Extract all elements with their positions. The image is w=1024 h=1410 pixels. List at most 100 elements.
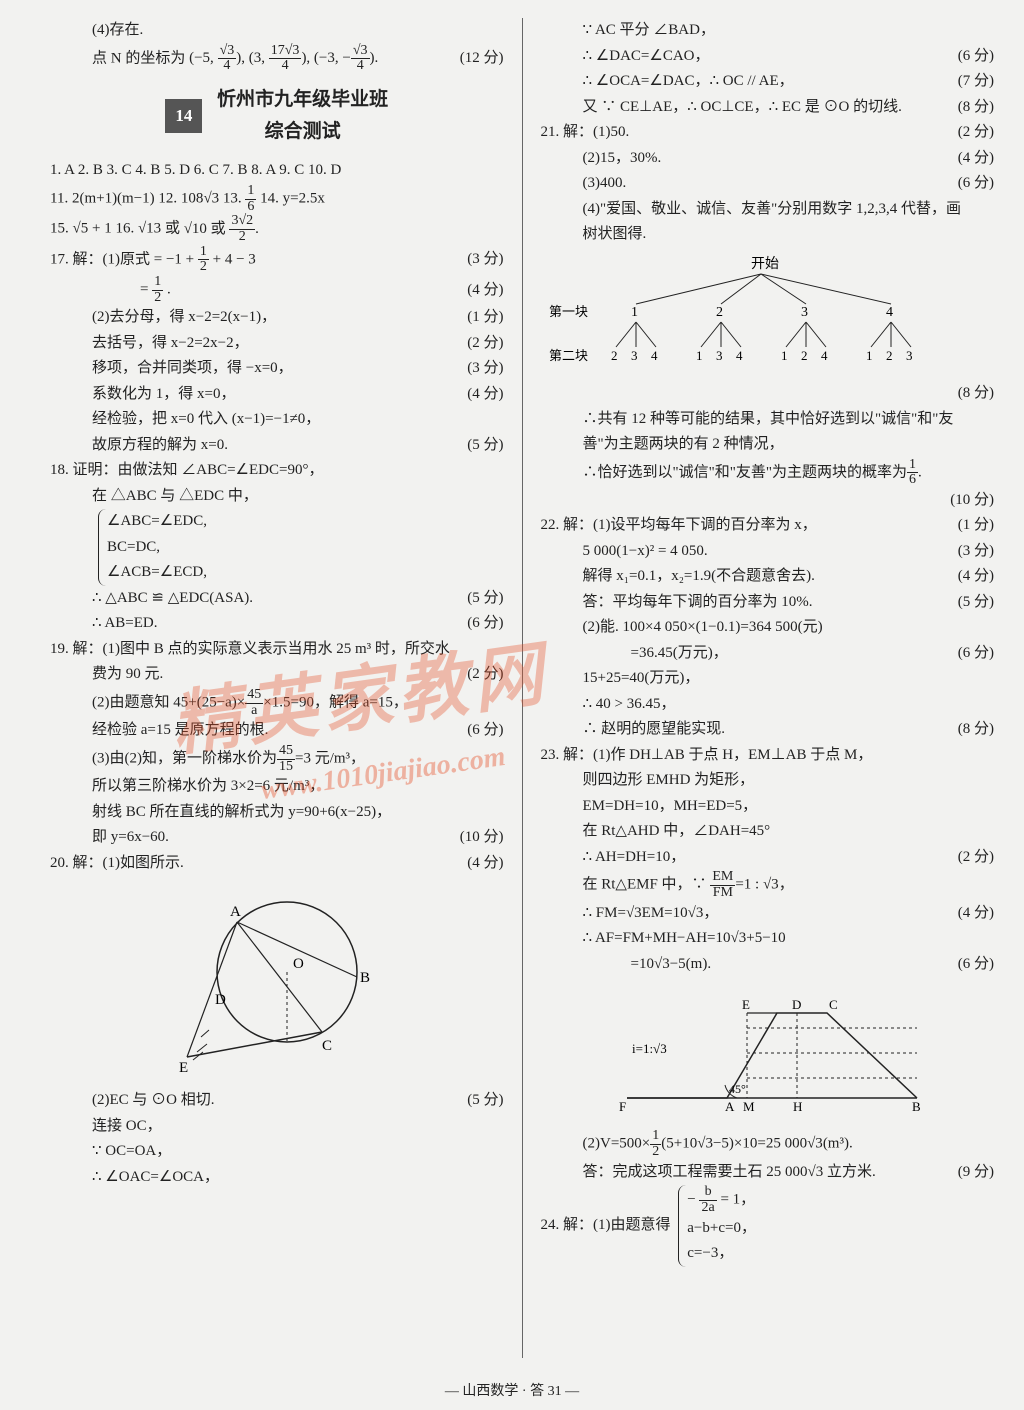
line: 在 Rt△EMF 中，∵ EMFM=1 : √3， <box>541 870 995 900</box>
line: 15+25=40(万元)， <box>541 666 995 692</box>
line: (3)由(2)知，第一阶梯水价为4515=3 元/m³， <box>50 744 504 774</box>
text: (2)15，30%. <box>583 146 662 172</box>
text: ∴恰好选到以"诚信"和"友善"为主题两块的概率为 <box>583 464 908 480</box>
points: (3 分) <box>455 356 503 382</box>
svg-text:3: 3 <box>906 348 913 363</box>
eq: − b2a = 1， <box>687 1185 756 1215</box>
svg-text:1: 1 <box>781 348 788 363</box>
svg-text:A: A <box>725 1099 735 1114</box>
svg-text:2: 2 <box>886 348 893 363</box>
math: √3 <box>688 905 704 921</box>
line: = 12 . (4 分) <box>50 275 504 305</box>
line: (2)V=500×12(5+10√3−5)×10=25 000√3(m³). <box>541 1129 995 1159</box>
line: 移项，合并同类项，得 −x=0， (3 分) <box>50 356 504 382</box>
text: ， <box>779 877 794 893</box>
text: (3)由(2)知，第一阶梯水价为 <box>92 750 277 766</box>
points: (4 分) <box>946 901 994 927</box>
text: ∴ △ABC ≌ △EDC(ASA). <box>92 586 253 612</box>
line: 24. 解：(1)由题意得 − b2a = 1， a−b+c=0， c=−3， <box>541 1185 995 1266</box>
label-A: A <box>230 904 241 920</box>
line: 18. 证明：由做法知 ∠ABC=∠EDC=90°， <box>50 458 504 484</box>
line: 所以第三阶梯水价为 3×2=6 元/m³， <box>50 774 504 800</box>
svg-text:F: F <box>619 1099 626 1114</box>
text: (2)去分母，得 x−2=2(x−1)， <box>92 305 276 331</box>
title-line2: 综合测试 <box>265 121 341 142</box>
text: =36.45(万元)， <box>631 641 728 667</box>
text: 解得 x₁=0.1，x₂=1.9(不合题意舍去). <box>583 564 815 590</box>
line: (10 分) <box>541 488 995 514</box>
text: 22. 解：(1)设平均每年下调的百分率为 x， <box>541 513 817 539</box>
points: (7 分) <box>946 69 994 95</box>
text: + 4 − 3 <box>209 251 256 267</box>
eq: a−b+c=0， <box>687 1216 756 1242</box>
section-title: 14 忻州市九年级毕业班 综合测试 <box>50 84 504 149</box>
line: (2)EC 与 ⊙O 相切.(5 分) <box>50 1088 504 1114</box>
label-B: B <box>360 970 370 986</box>
text: 16. <box>115 221 138 237</box>
svg-text:H: H <box>793 1099 802 1114</box>
line: ∴ FM=√3EM=10√3， (4 分) <box>541 901 995 927</box>
line: ∴ ∠OAC=∠OCA， <box>50 1165 504 1191</box>
math: √3 <box>654 956 670 972</box>
text: 14. y=2.5x <box>260 191 325 207</box>
text: +5−10 <box>746 930 785 946</box>
eq: ∠ACB=∠ECD, <box>107 560 207 586</box>
text: ， <box>703 905 718 921</box>
svg-text:M: M <box>743 1099 755 1114</box>
text: 移项，合并同类项，得 −x=0， <box>92 356 293 382</box>
text: 即 y=6x−60. <box>92 825 169 851</box>
math: √3 <box>203 191 219 207</box>
line: 17. 解：(1)原式 = −1 + 12 + 4 − 3 (3 分) <box>50 245 504 275</box>
svg-text:2: 2 <box>716 305 723 320</box>
text: (2)EC 与 ⊙O 相切. <box>92 1088 215 1114</box>
circle-diagram: A B C D E O <box>167 882 387 1082</box>
line: ∴ 40 > 36.45， <box>541 692 995 718</box>
tree-diagram: 开始 第一块 1 2 3 4 第二块 234 134 124 123 <box>541 252 981 372</box>
left-column: (4)存在. 点 N 的坐标为 (−5, √34), (3, 17√34), (… <box>50 18 523 1358</box>
eq: BC=DC, <box>107 535 207 561</box>
svg-text:1: 1 <box>696 348 703 363</box>
math: 45a <box>245 688 263 718</box>
two-column-layout: (4)存在. 点 N 的坐标为 (−5, √34), (3, 17√34), (… <box>50 18 994 1358</box>
line: 系数化为 1，得 x=0，(4 分) <box>50 382 504 408</box>
svg-text:2: 2 <box>801 348 808 363</box>
text: 5 000(1−x)² = 4 050. <box>583 539 708 565</box>
line: 答：完成这项工程需要土石 25 000√3 立方米. (9 分) <box>541 1160 995 1186</box>
text: 15. <box>50 221 73 237</box>
line: 射线 BC 所在直线的解析式为 y=90+6(x−25)， <box>50 800 504 826</box>
line: 解得 x₁=0.1，x₂=1.9(不合题意舍去).(4 分) <box>541 564 995 590</box>
points: (10 分) <box>938 488 994 514</box>
line: ∵ OC=OA， <box>50 1139 504 1165</box>
brace-system: ∠ABC=∠EDC, BC=DC, ∠ACB=∠ECD, <box>98 509 207 586</box>
trapezoid-diagram: A B C D E F H M i=1:√3 45° <box>597 983 937 1123</box>
eq: ∠ABC=∠EDC, <box>107 509 207 535</box>
text: −5)×10=25 000 <box>713 1136 807 1152</box>
points: (8 分) <box>946 95 994 121</box>
line: 在 △ABC 与 △EDC 中， <box>50 484 504 510</box>
svg-text:B: B <box>912 1099 921 1114</box>
points: (2 分) <box>455 331 503 357</box>
points: (12 分) <box>448 46 504 72</box>
text: −5(m). <box>670 956 711 972</box>
text: 去括号，得 x−2=2x−2， <box>92 331 249 357</box>
text: ∴ FM= <box>583 905 626 921</box>
text: 立方米. <box>823 1164 876 1180</box>
line: 经检验 a=15 是原方程的根.(6 分) <box>50 718 504 744</box>
text: EM=10 <box>642 905 688 921</box>
text: =3 元/m³， <box>295 750 365 766</box>
text: ∴ ∠OCA=∠DAC，∴ OC // AE， <box>583 69 794 95</box>
line: 故原方程的解为 x=0.(5 分) <box>50 433 504 459</box>
text: (5+10 <box>661 1136 697 1152</box>
line: 11. 2(m+1)(m−1) 12. 108√3 13. 16 14. y=2… <box>50 184 504 214</box>
points: (8 分) <box>946 381 994 407</box>
line: (2)15，30%.(4 分) <box>541 146 995 172</box>
svg-text:D: D <box>792 997 801 1012</box>
text: ∴ AF=FM+MH−AH=10 <box>583 930 731 946</box>
points: (5 分) <box>946 590 994 616</box>
text: ×1.5=90，解得 a=15， <box>263 695 408 711</box>
math: √5 + 1 <box>73 221 112 237</box>
slope-label: i=1:√3 <box>632 1041 667 1056</box>
math: 12 <box>650 1129 661 1159</box>
line: ∴ ∠DAC=∠CAO，(6 分) <box>541 44 995 70</box>
text: 或 <box>165 221 184 237</box>
